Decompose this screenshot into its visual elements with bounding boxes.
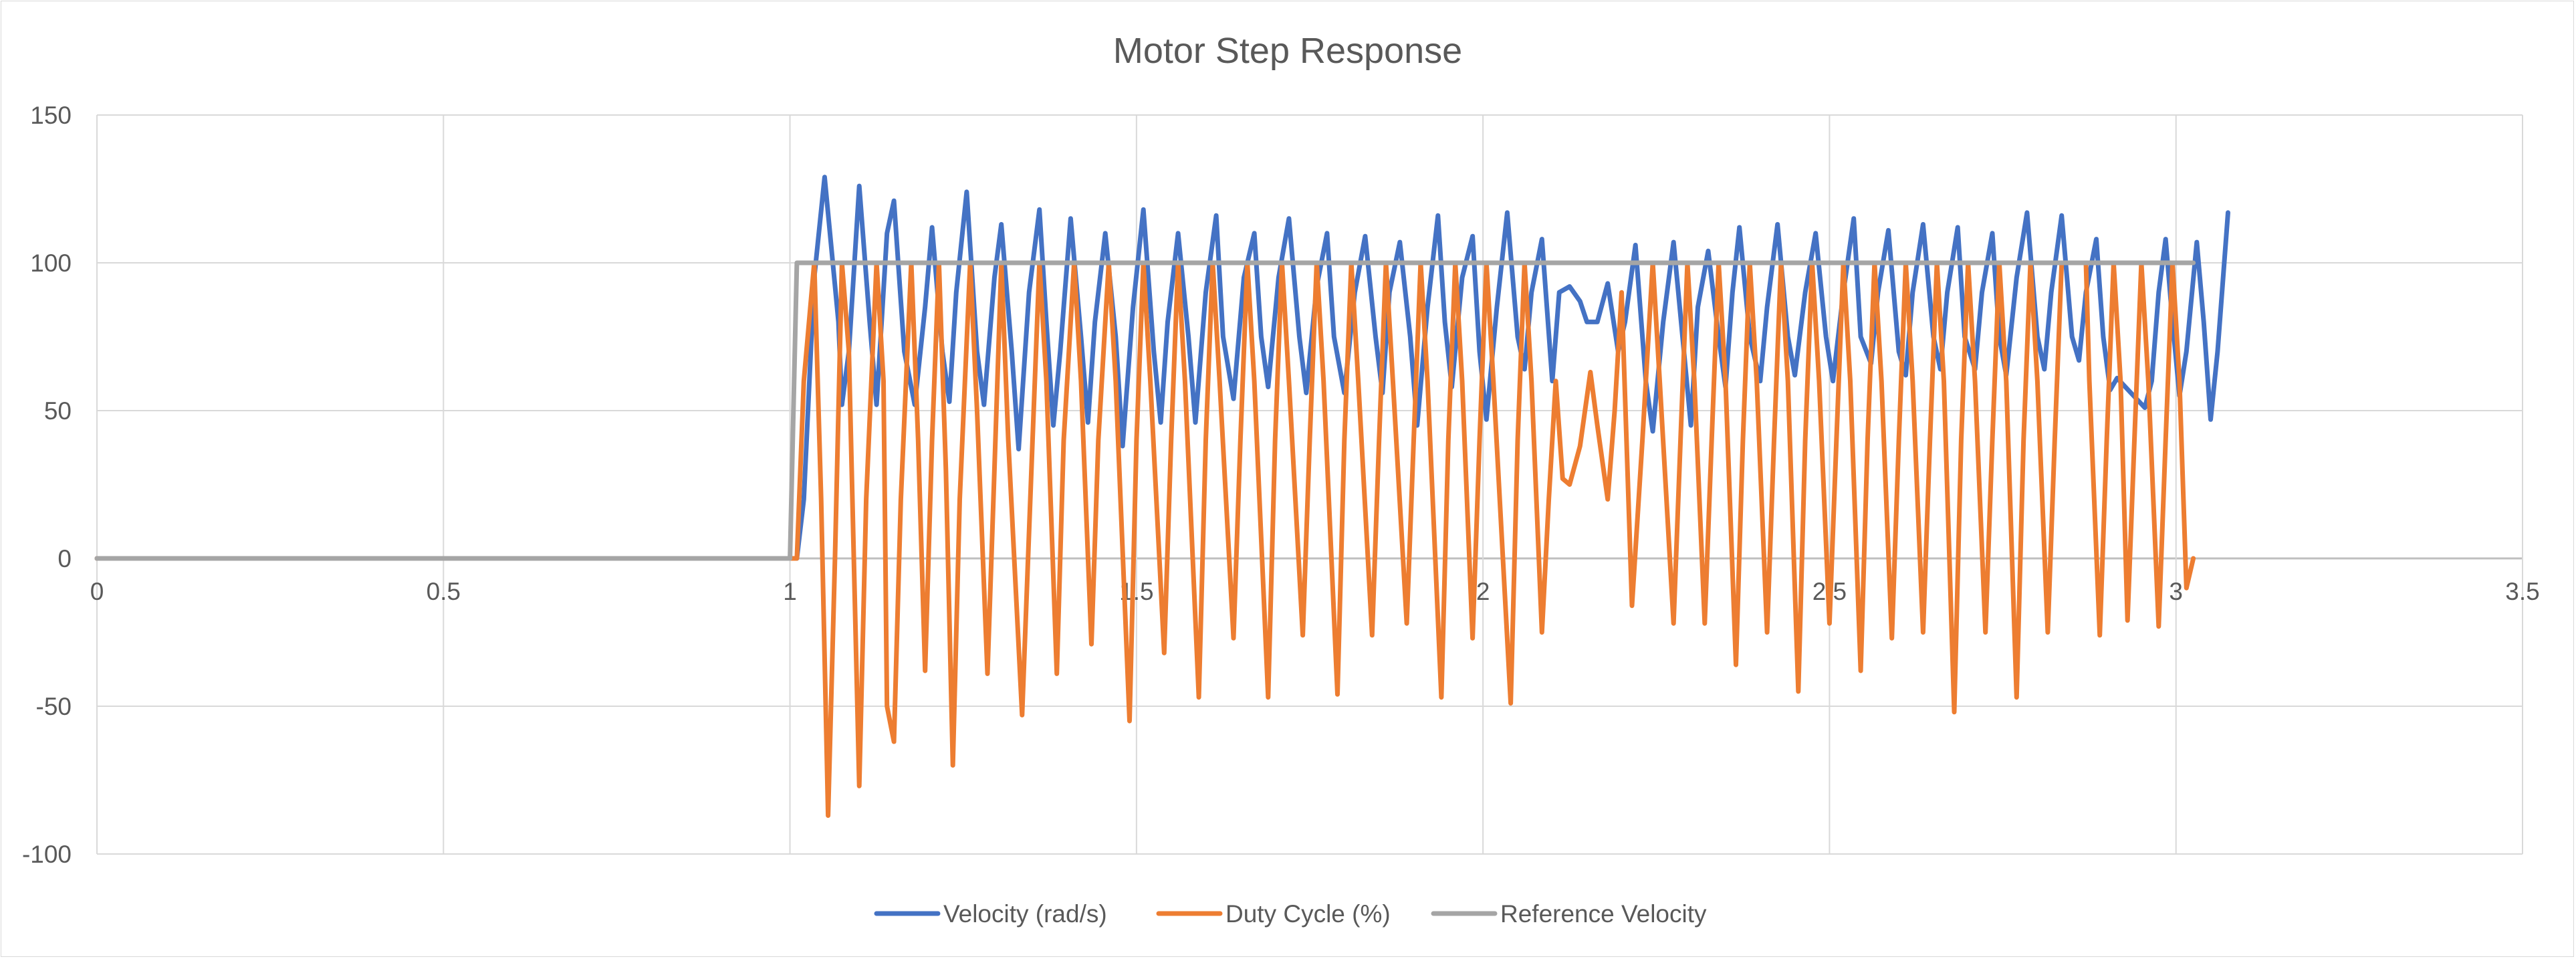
x-tick-label: 2 [1476, 578, 1490, 605]
x-tick-label: 0 [90, 578, 104, 605]
y-tick-label: 100 [30, 249, 72, 277]
x-tick-label: 3 [2169, 578, 2183, 605]
legend: Velocity (rad/s) Duty Cycle (%) Reference … [874, 900, 1707, 928]
y-tick-label: 150 [30, 102, 72, 129]
x-tick-label: 3.5 [2505, 578, 2539, 605]
y-tick-label: 50 [44, 397, 72, 425]
legend-label-velocity-rad-s: Velocity (rad/s) [943, 900, 1107, 928]
legend-label-duty-cycle: Duty Cycle (%) [1225, 900, 1391, 928]
x-tick-label: 0.5 [427, 578, 461, 605]
series-line-velocity-rad-s [94, 175, 2230, 561]
legend-label-reference-velocity: Reference Velocity [1500, 900, 1707, 928]
x-tick-labels: 0 0.5 1 1.5 2 2.5 3 3.5 [90, 578, 2540, 605]
series-line-duty-cycle [94, 260, 2196, 818]
x-tick-label: 1 [783, 578, 797, 605]
series-lines [94, 175, 2230, 818]
y-tick-labels: 150 100 50 0 -50 -100 [22, 102, 72, 868]
y-tick-label: -50 [36, 693, 72, 720]
chart-title: Motor Step Response [1113, 31, 1462, 71]
y-tick-label: -100 [22, 841, 72, 868]
y-tick-label: 0 [57, 545, 72, 572]
series-line-reference-velocity [94, 260, 2196, 561]
